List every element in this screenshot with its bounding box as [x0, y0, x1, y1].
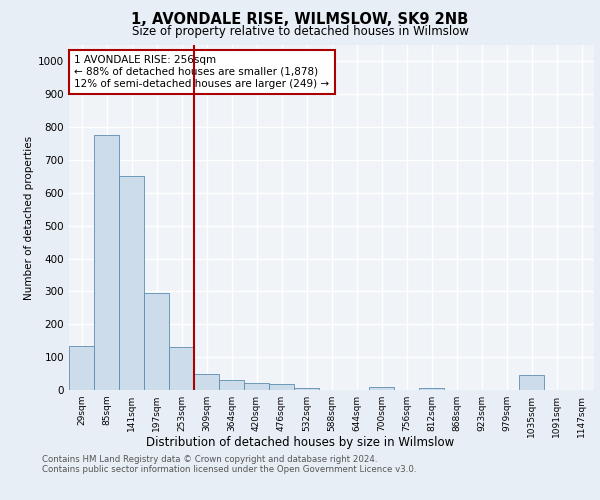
Bar	[94, 136, 119, 390]
Bar	[219, 380, 244, 390]
Text: Distribution of detached houses by size in Wilmslow: Distribution of detached houses by size …	[146, 436, 454, 449]
Text: Contains public sector information licensed under the Open Government Licence v3: Contains public sector information licen…	[42, 466, 416, 474]
Bar	[419, 388, 444, 390]
Bar	[519, 375, 544, 390]
Bar	[169, 348, 194, 390]
Bar	[194, 374, 219, 390]
Text: 1, AVONDALE RISE, WILMSLOW, SK9 2NB: 1, AVONDALE RISE, WILMSLOW, SK9 2NB	[131, 12, 469, 28]
Bar	[294, 388, 319, 390]
Y-axis label: Number of detached properties: Number of detached properties	[24, 136, 34, 300]
Text: Size of property relative to detached houses in Wilmslow: Size of property relative to detached ho…	[131, 25, 469, 38]
Bar	[144, 293, 169, 390]
Bar	[69, 346, 94, 390]
Text: 1 AVONDALE RISE: 256sqm
← 88% of detached houses are smaller (1,878)
12% of semi: 1 AVONDALE RISE: 256sqm ← 88% of detache…	[74, 56, 329, 88]
Bar	[119, 176, 144, 390]
Bar	[369, 388, 394, 390]
Bar	[269, 384, 294, 390]
Text: Contains HM Land Registry data © Crown copyright and database right 2024.: Contains HM Land Registry data © Crown c…	[42, 456, 377, 464]
Bar	[244, 383, 269, 390]
